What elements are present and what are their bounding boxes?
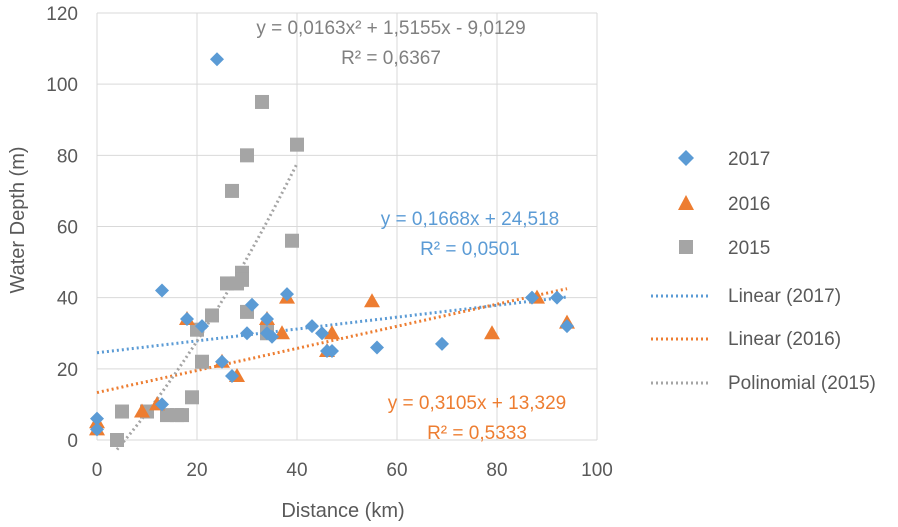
point-2015 (290, 137, 304, 152)
point-2017 (435, 336, 449, 351)
point-2015 (175, 408, 189, 423)
point-2017 (245, 297, 259, 312)
y-tick-label: 100 (46, 75, 78, 96)
grid-lines (96, 12, 598, 441)
point-2017 (550, 290, 564, 305)
point-2016 (484, 325, 500, 340)
point-2016 (274, 325, 290, 340)
point-2017 (210, 52, 224, 67)
y-tick-label: 120 (46, 4, 78, 25)
legend-item-linear-2017: Linear (2017) (651, 286, 841, 307)
point-2017 (370, 340, 384, 355)
legend-item-2017: 2017 (678, 149, 770, 170)
trend-equation-2016: y = 0,3105x + 13,329 R² = 0,5333 (388, 393, 567, 444)
y-tick-label: 40 (57, 289, 78, 310)
legend-label-2015: 2015 (728, 238, 770, 259)
point-2017 (315, 326, 329, 341)
x-tick-label: 100 (581, 460, 613, 481)
legend: 2017 2016 2015 Linear (2017) Linear (201… (651, 149, 876, 394)
point-2017 (155, 397, 169, 412)
r-squared-2017: R² = 0,0501 (420, 239, 520, 260)
legend-diamond-icon (678, 150, 694, 166)
trend-equation-2017: y = 0,1668x + 24,518 R² = 0,0501 (381, 209, 560, 260)
point-2017 (265, 329, 279, 344)
trend-equation-2015: y = 0,0163x² + 1,5155x - 9,0129 R² = 0,6… (256, 18, 525, 69)
x-tick-label: 40 (286, 460, 307, 481)
point-2017 (240, 326, 254, 341)
x-axis-title: Distance (km) (281, 500, 404, 522)
legend-item-2015: 2015 (679, 238, 770, 259)
equation-2015: y = 0,0163x² + 1,5155x - 9,0129 (256, 18, 525, 39)
point-2015 (205, 308, 219, 323)
point-2015 (255, 94, 269, 109)
legend-item-2016: 2016 (678, 194, 770, 215)
legend-triangle-icon (678, 195, 694, 210)
point-2017 (280, 287, 294, 302)
y-tick-label: 60 (57, 218, 78, 239)
point-2017 (525, 290, 539, 305)
legend-square-icon (679, 240, 693, 254)
equation-2017: y = 0,1668x + 24,518 (381, 209, 560, 230)
legend-item-polinomial-2015: Polinomial (2015) (651, 373, 876, 394)
point-2016 (364, 293, 380, 308)
point-2015 (110, 433, 124, 447)
y-tick-label: 20 (57, 360, 78, 381)
point-2015 (235, 272, 249, 287)
point-2017 (215, 354, 229, 369)
x-tick-label: 20 (186, 460, 207, 481)
r-squared-2016: R² = 0,5333 (427, 423, 527, 444)
point-2015 (225, 183, 239, 198)
trendline-linear-2016 (96, 287, 568, 395)
legend-label-linear-2017: Linear (2017) (728, 286, 841, 307)
r-squared-2015: R² = 0,6367 (341, 48, 441, 69)
point-2016 (134, 403, 150, 418)
equation-2016: y = 0,3105x + 13,329 (388, 393, 567, 414)
trendlines (96, 162, 568, 451)
point-2015 (115, 404, 129, 419)
x-axis-ticks: 0 20 40 60 80 100 (92, 460, 613, 481)
x-tick-label: 80 (486, 460, 507, 481)
point-2017 (90, 422, 104, 437)
y-axis-title: Water Depth (m) (7, 146, 29, 293)
y-tick-label: 80 (57, 146, 78, 167)
point-2017 (195, 319, 209, 334)
point-2015 (195, 354, 209, 369)
point-2017 (560, 319, 574, 334)
point-2015 (240, 148, 254, 163)
trendline-linear-2017 (96, 295, 568, 355)
point-2015 (185, 390, 199, 405)
x-tick-label: 60 (386, 460, 407, 481)
point-2017 (180, 312, 194, 327)
point-2017 (260, 312, 274, 327)
y-tick-label: 0 (67, 431, 78, 452)
point-2017 (155, 283, 169, 298)
point-2015 (285, 233, 299, 248)
legend-label-polinomial-2015: Polinomial (2015) (728, 373, 876, 394)
point-2017 (225, 368, 239, 383)
legend-label-2017: 2017 (728, 149, 770, 170)
point-2017 (90, 411, 104, 426)
point-2017 (305, 319, 319, 334)
legend-label-linear-2016: Linear (2016) (728, 329, 841, 350)
legend-label-2016: 2016 (728, 194, 770, 215)
point-2017 (325, 344, 339, 359)
y-axis-ticks: 0 20 40 60 80 100 120 (46, 4, 78, 452)
x-tick-label: 0 (92, 460, 103, 481)
point-2016 (324, 325, 340, 340)
data-points (89, 52, 575, 447)
legend-item-linear-2016: Linear (2016) (651, 329, 841, 350)
